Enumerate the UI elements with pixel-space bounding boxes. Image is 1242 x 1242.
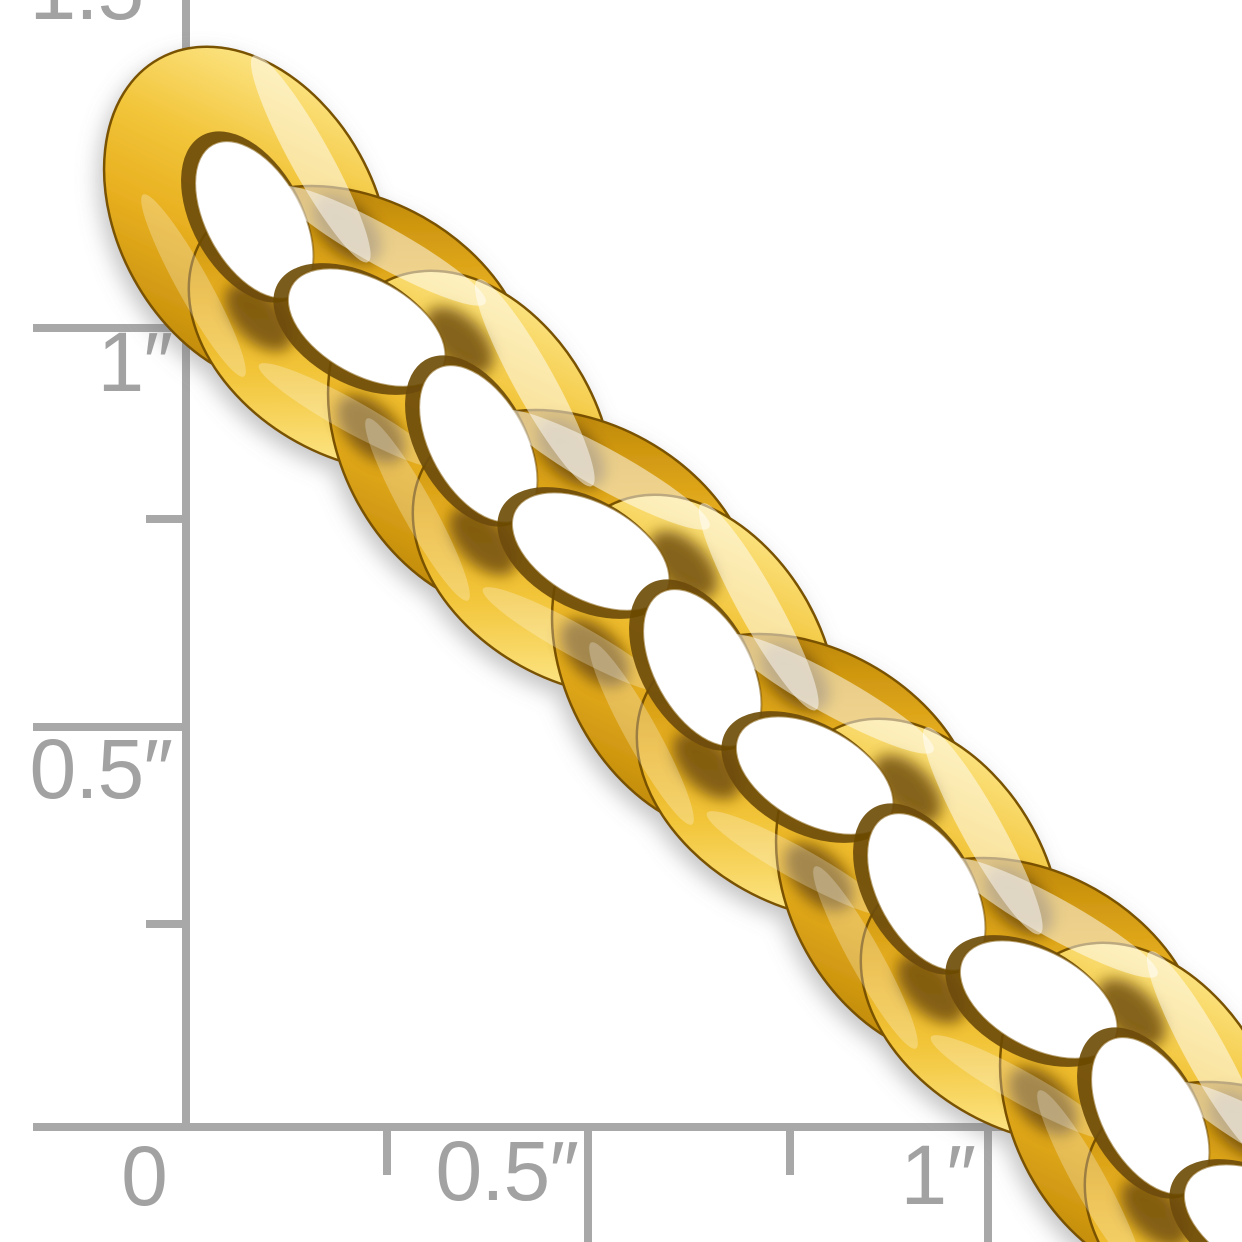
vertical-ruler-line (182, 0, 190, 1131)
corner-label-0: 0 (121, 1129, 168, 1223)
h-minor-tick (383, 1131, 391, 1175)
v-minor-tick (146, 515, 182, 523)
v-zero-tick (33, 1123, 182, 1131)
v-minor-tick (146, 920, 182, 928)
horizontal-ruler-line (182, 1123, 1242, 1131)
v-label-1-5-inch: 1.5″ (0, 0, 173, 32)
h-label-0-5-inch: 0.5″ (435, 1124, 579, 1218)
v-major-tick-05in (33, 723, 182, 731)
v-label-0-5-inch: 0.5″ (29, 722, 173, 816)
h-major-tick-1in (984, 1131, 992, 1242)
v-label-1-inch: 1″ (97, 315, 173, 409)
chain-links (102, 45, 1242, 1242)
h-label-1-inch: 1″ (900, 1128, 976, 1222)
h-minor-tick (786, 1131, 794, 1175)
h-major-tick-05in (584, 1131, 592, 1242)
v-major-tick-1in (33, 324, 182, 332)
